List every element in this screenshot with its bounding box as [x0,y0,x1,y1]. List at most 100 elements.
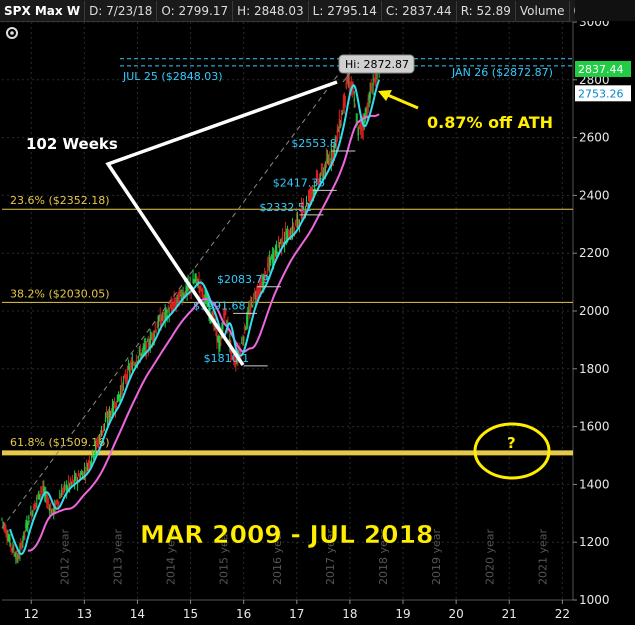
candle-body [144,344,146,350]
fib-236-label: 23.6% ($2352.18) [10,194,110,207]
y-tick-label: 1800 [579,362,610,376]
candle-body [332,149,334,158]
candle-body [195,273,197,278]
candle-body [139,352,141,359]
candle-body [333,144,335,154]
candle-body [268,264,270,266]
candle-body [218,341,220,349]
candle-body [292,226,295,232]
candle-body [245,328,247,330]
candle-body [297,220,300,222]
candle-body [247,312,249,322]
candle-body [256,290,258,300]
fib-618-label: 61.8% ($1509.16) [10,436,110,449]
candle-body [173,299,175,306]
candle-body [8,538,10,541]
candle-body [345,79,347,89]
candle-body [124,376,126,381]
candle-body [171,306,173,312]
candle-body [295,218,298,221]
candle-body [357,127,359,136]
low-label: $2553.8 [291,137,337,150]
candle-body [321,170,324,177]
candle-body [50,507,52,513]
candle-body [354,106,356,108]
ma-fast-line [9,79,381,556]
candle-body [343,92,345,106]
x-tick-label: 15 [183,607,198,621]
candle-body [43,487,45,493]
candle-body [309,195,312,197]
candle-body [95,441,98,444]
candle-body [209,305,211,315]
candle-body [149,336,151,346]
candle-body [304,208,307,210]
candle-body [13,549,15,552]
candle-body [74,476,76,482]
candle-body [64,484,66,486]
candle-body [88,460,91,466]
candle-body [241,342,243,344]
candle-body [358,124,360,126]
candle-body [312,190,315,195]
candle-body [259,282,261,288]
candle-body [350,83,352,86]
candle-body [96,443,99,446]
candle-body [36,497,38,501]
candle-body [172,303,174,306]
candle-body [42,488,44,490]
candle-body [371,93,373,95]
candle-body [80,475,82,479]
candle-body [310,188,313,195]
candle-body [197,285,199,288]
candle-body [93,452,96,455]
candle-body [7,536,9,540]
year-label: 2012 year [58,528,71,585]
candle-body [246,316,248,325]
candle-body [132,364,134,366]
candle-body [336,129,338,134]
candle-body [140,353,142,356]
candle-body [49,507,51,512]
candle-body [97,438,100,441]
candle-body [128,368,130,373]
candle-body [73,480,75,483]
candle-body [108,411,111,419]
candle-body [239,351,241,356]
low-label: L: 2795.14 [309,0,382,21]
x-tick-label: 14 [130,607,145,621]
candle-body [278,239,280,246]
low-label: $2332.51 [259,201,312,214]
candle-body [92,456,95,458]
candle-body [1,518,3,520]
candle-body [331,152,333,160]
moving-averages [9,79,381,556]
candle-body [15,555,17,560]
candle-body [276,244,278,255]
candle-body [244,324,246,333]
y-tick-label: 1400 [579,477,610,491]
candle-body [78,474,80,477]
candle-body [185,285,187,295]
candle-body [225,309,227,311]
candle-body [83,470,86,473]
low-label: $2417.35 [273,176,326,189]
candle-body [202,288,204,292]
range-label: R: 52.89 [457,0,516,21]
candle-body [69,483,71,488]
candle-body [242,342,244,344]
gear-icon[interactable] [5,26,19,40]
candle-body [63,487,65,490]
candle-body [317,181,320,186]
candle-body [252,306,254,308]
candle-body [99,431,102,433]
candle-body [272,255,274,263]
candle-body [216,330,218,341]
candle-body [51,511,53,515]
symbol-label[interactable]: SPX Max W [0,0,86,21]
candle-body [157,318,159,327]
candle-body [165,309,167,313]
candle-body [35,502,37,504]
candle-body [151,333,153,341]
